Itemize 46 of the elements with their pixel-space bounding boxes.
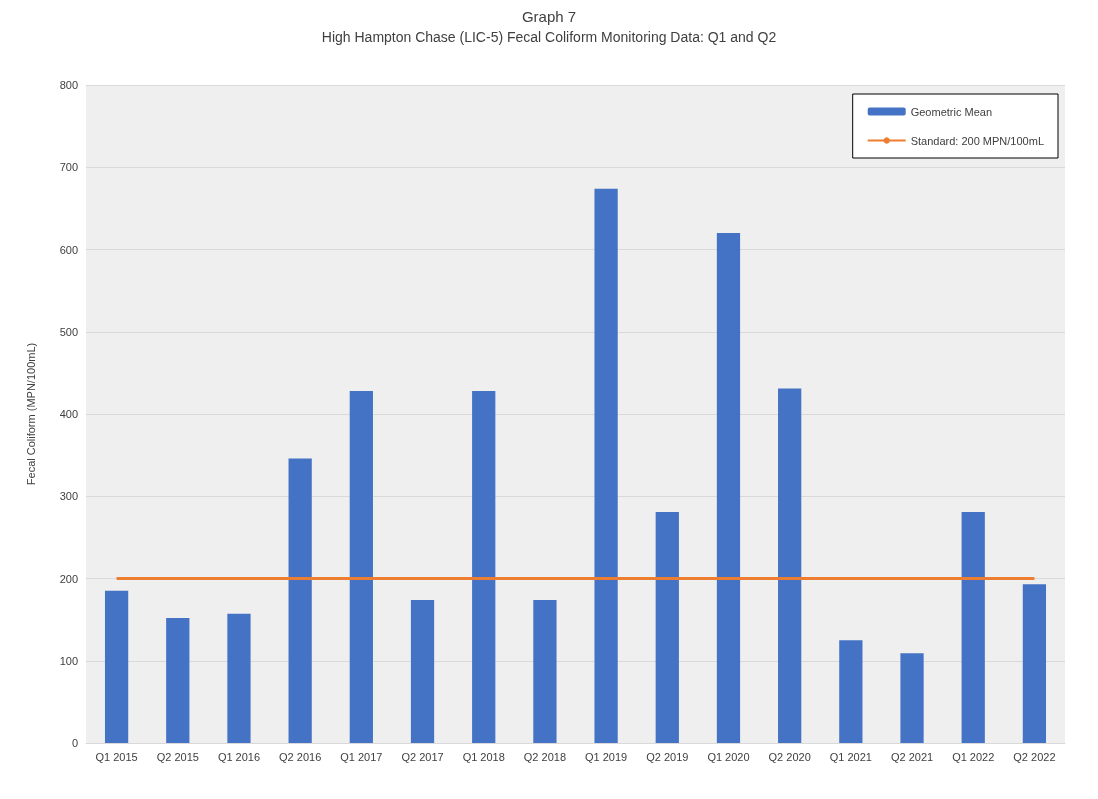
x-tick-label: Q1 2022 [952, 750, 995, 763]
y-tick-label: 300 [59, 490, 78, 503]
bar [900, 653, 924, 743]
x-tick-label: Q2 2020 [768, 750, 811, 763]
bar [410, 599, 435, 743]
chart-subtitle: High Hampton Chase (LIC-5) Fecal Coliform Monitoring Data: Q1 and Q2 [321, 29, 777, 45]
y-tick-label: 400 [59, 408, 78, 420]
x-tick-label: Q2 2017 [401, 750, 444, 763]
bar [349, 390, 373, 743]
x-tick-label: Q2 2022 [1013, 750, 1056, 763]
y-tick-label: 700 [59, 161, 78, 174]
bar [839, 640, 863, 743]
x-tick-label: Q1 2015 [95, 750, 138, 763]
bar [716, 233, 741, 743]
bar [288, 458, 312, 743]
chart-title: Graph 7 [521, 8, 577, 25]
bar [1022, 584, 1047, 743]
bar [655, 511, 679, 743]
bar [472, 390, 496, 743]
x-tick-label: Q2 2019 [646, 750, 689, 763]
y-tick-label: 200 [59, 572, 78, 585]
bar [166, 617, 190, 743]
bar [961, 511, 985, 743]
x-tick-label: Q1 2019 [584, 750, 628, 763]
x-tick-label: Q2 2016 [279, 750, 322, 763]
legend-label: Standard: 200 MPN/100mL [910, 134, 1045, 147]
x-tick-label: Q1 2021 [829, 750, 872, 763]
bar [104, 590, 129, 743]
bar [227, 613, 251, 743]
y-tick-label: 0 [71, 737, 78, 749]
bar [594, 188, 618, 743]
x-tick-label: Q2 2018 [523, 750, 567, 763]
y-tick-label: 500 [59, 325, 78, 338]
bar [778, 388, 802, 743]
bar [533, 599, 557, 743]
y-tick-label: 600 [59, 243, 78, 256]
x-tick-label: Q1 2017 [340, 750, 383, 763]
x-tick-label: Q1 2018 [462, 750, 505, 763]
y-tick-label: 800 [59, 79, 78, 91]
x-tick-label: Q2 2021 [890, 750, 934, 763]
y-tick-label: 100 [59, 654, 78, 667]
x-tick-label: Q1 2020 [707, 750, 750, 763]
y-axis-title: Fecal Coliform (MPN/100mL) [24, 342, 37, 486]
x-tick-label: Q2 2015 [156, 750, 199, 763]
x-tick-label: Q1 2016 [217, 750, 261, 763]
legend-label: Geometric Mean [910, 105, 993, 118]
